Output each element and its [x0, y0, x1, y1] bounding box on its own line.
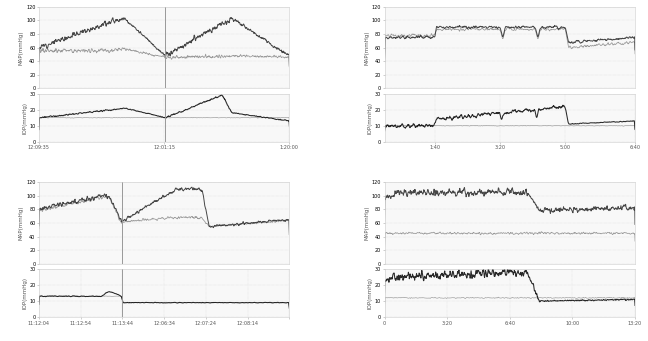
Y-axis label: IOP(mmHg): IOP(mmHg) — [22, 102, 27, 134]
Y-axis label: MAP(mmHg): MAP(mmHg) — [365, 206, 369, 240]
Y-axis label: IOP(mmHg): IOP(mmHg) — [22, 277, 27, 309]
Y-axis label: MAP(mmHg): MAP(mmHg) — [19, 206, 24, 240]
Y-axis label: IOP(mmHg): IOP(mmHg) — [368, 102, 373, 134]
Y-axis label: IOP(mmHg): IOP(mmHg) — [368, 277, 373, 309]
Y-axis label: MAP(mmHg): MAP(mmHg) — [365, 30, 369, 65]
Y-axis label: MAP(mmHg): MAP(mmHg) — [19, 30, 24, 65]
